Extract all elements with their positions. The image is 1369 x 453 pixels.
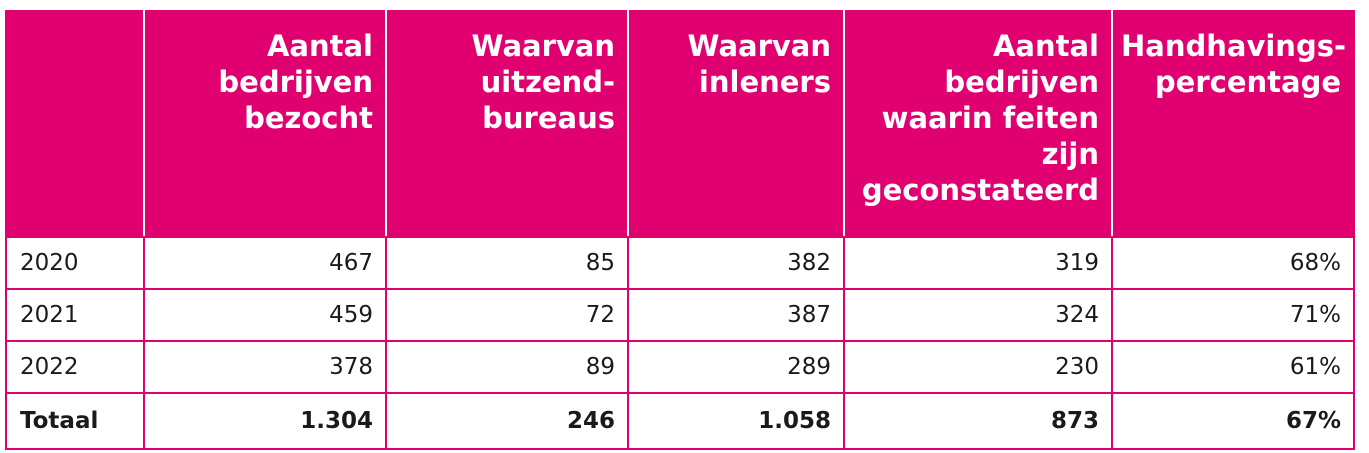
table-row: 2022 378 89 289 230 61% [5, 340, 1355, 394]
enforcement-table-container: Aantal bedrijven bezocht Waarvan uitzend… [5, 10, 1355, 450]
row-year: 2021 [5, 288, 145, 342]
cell-inleners: 289 [627, 340, 845, 394]
header-waarvan-inleners: Waarvan inleners [627, 10, 845, 238]
cell-percentage: 68% [1111, 236, 1355, 290]
cell-feiten: 319 [843, 236, 1113, 290]
cell-uitzendbureaus: 85 [385, 236, 629, 290]
total-row: Totaal 1.304 246 1.058 873 67% [5, 392, 1355, 450]
cell-bezocht: 459 [143, 288, 387, 342]
total-uitzendbureaus: 246 [385, 392, 629, 450]
header-waarvan-uitzendbureaus: Waarvan uitzend- bureaus [385, 10, 629, 238]
table-header: Aantal bedrijven bezocht Waarvan uitzend… [5, 10, 1355, 238]
header-handhavingspercentage: Handhavings- percentage [1111, 10, 1355, 238]
cell-feiten: 324 [843, 288, 1113, 342]
total-bezocht: 1.304 [143, 392, 387, 450]
total-percentage: 67% [1111, 392, 1355, 450]
cell-bezocht: 467 [143, 236, 387, 290]
cell-percentage: 71% [1111, 288, 1355, 342]
cell-uitzendbureaus: 89 [385, 340, 629, 394]
total-label: Totaal [5, 392, 145, 450]
enforcement-table: Aantal bedrijven bezocht Waarvan uitzend… [5, 10, 1355, 450]
cell-percentage: 61% [1111, 340, 1355, 394]
cell-bezocht: 378 [143, 340, 387, 394]
row-year: 2022 [5, 340, 145, 394]
header-aantal-bedrijven-bezocht: Aantal bedrijven bezocht [143, 10, 387, 238]
header-row: Aantal bedrijven bezocht Waarvan uitzend… [5, 10, 1355, 238]
table-row: 2020 467 85 382 319 68% [5, 236, 1355, 290]
cell-uitzendbureaus: 72 [385, 288, 629, 342]
header-empty [5, 10, 145, 238]
row-year: 2020 [5, 236, 145, 290]
cell-inleners: 387 [627, 288, 845, 342]
table-row: 2021 459 72 387 324 71% [5, 288, 1355, 342]
header-aantal-bedrijven-feiten: Aantal bedrijven waarin feiten zijn geco… [843, 10, 1113, 238]
total-inleners: 1.058 [627, 392, 845, 450]
table-body: 2020 467 85 382 319 68% 2021 459 72 387 … [5, 236, 1355, 450]
total-feiten: 873 [843, 392, 1113, 450]
cell-feiten: 230 [843, 340, 1113, 394]
cell-inleners: 382 [627, 236, 845, 290]
